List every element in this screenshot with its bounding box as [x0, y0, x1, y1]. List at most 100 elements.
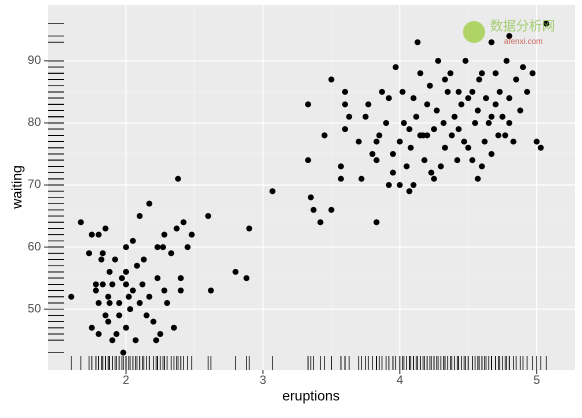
- point: [123, 281, 130, 288]
- point: [184, 244, 191, 251]
- point: [109, 281, 116, 288]
- point: [426, 82, 433, 89]
- point: [170, 324, 177, 331]
- point: [396, 182, 403, 189]
- point: [433, 107, 440, 114]
- y-tick-label: 50: [28, 301, 42, 315]
- point: [510, 138, 517, 145]
- point: [488, 39, 495, 46]
- point: [461, 138, 468, 145]
- point: [207, 287, 214, 294]
- x-tick-label: 3: [260, 373, 267, 387]
- point: [269, 188, 276, 195]
- point: [533, 138, 540, 145]
- watermark-url: afenxi.com: [504, 37, 543, 46]
- point: [506, 119, 513, 126]
- point: [342, 126, 349, 133]
- point: [109, 337, 116, 344]
- point: [417, 132, 424, 139]
- point: [478, 163, 485, 170]
- point: [146, 293, 153, 300]
- point: [378, 88, 385, 95]
- point: [451, 113, 458, 120]
- point: [396, 138, 403, 145]
- point: [139, 281, 146, 288]
- point: [180, 219, 187, 226]
- point: [469, 157, 476, 164]
- point: [424, 101, 431, 108]
- point: [105, 293, 112, 300]
- point: [441, 76, 448, 83]
- point: [362, 113, 369, 120]
- point: [355, 138, 362, 145]
- point: [410, 182, 417, 189]
- point: [136, 299, 143, 306]
- point: [164, 299, 171, 306]
- point: [503, 57, 510, 64]
- point: [123, 268, 130, 275]
- point: [400, 119, 407, 126]
- point: [373, 138, 380, 145]
- point: [492, 101, 499, 108]
- point: [140, 256, 147, 263]
- point: [116, 299, 123, 306]
- point: [417, 70, 424, 77]
- point: [118, 275, 125, 282]
- point: [106, 268, 113, 275]
- point: [92, 281, 99, 288]
- point: [517, 107, 524, 114]
- point: [161, 287, 168, 294]
- point: [437, 163, 444, 170]
- point: [385, 182, 392, 189]
- watermark: 数据分析网 afenxi.com: [463, 18, 555, 46]
- point: [431, 175, 438, 182]
- point: [465, 144, 472, 151]
- x-axis-label: eruptions: [282, 388, 340, 404]
- point: [153, 337, 160, 344]
- y-tick-label: 60: [28, 239, 42, 253]
- point: [373, 219, 380, 226]
- point: [478, 70, 485, 77]
- point: [125, 293, 132, 300]
- point: [116, 312, 123, 319]
- x-tick-label: 2: [123, 373, 130, 387]
- point: [407, 144, 414, 151]
- point: [506, 95, 513, 102]
- point: [321, 132, 328, 139]
- point: [488, 113, 495, 120]
- point: [146, 200, 153, 207]
- point: [465, 95, 472, 102]
- point: [88, 231, 95, 238]
- point: [448, 132, 455, 139]
- point: [414, 39, 421, 46]
- point: [88, 324, 95, 331]
- point: [173, 225, 180, 232]
- point: [476, 76, 483, 83]
- point: [410, 95, 417, 102]
- x-tick-label: 5: [533, 373, 540, 387]
- point: [485, 119, 492, 126]
- point: [502, 132, 509, 139]
- point: [342, 88, 349, 95]
- point: [132, 337, 139, 344]
- point: [455, 126, 462, 133]
- point: [127, 306, 134, 313]
- point: [472, 119, 479, 126]
- point: [537, 144, 544, 151]
- point: [95, 299, 102, 306]
- point: [133, 262, 140, 269]
- point: [175, 175, 182, 182]
- point: [112, 256, 119, 263]
- point: [113, 330, 120, 337]
- point: [168, 250, 175, 257]
- point: [205, 213, 212, 220]
- point: [406, 126, 413, 133]
- point: [246, 225, 253, 232]
- x-tick-label: 4: [396, 373, 403, 387]
- point: [177, 287, 184, 294]
- point: [177, 275, 184, 282]
- point: [488, 150, 495, 157]
- point: [161, 231, 168, 238]
- point: [435, 57, 442, 64]
